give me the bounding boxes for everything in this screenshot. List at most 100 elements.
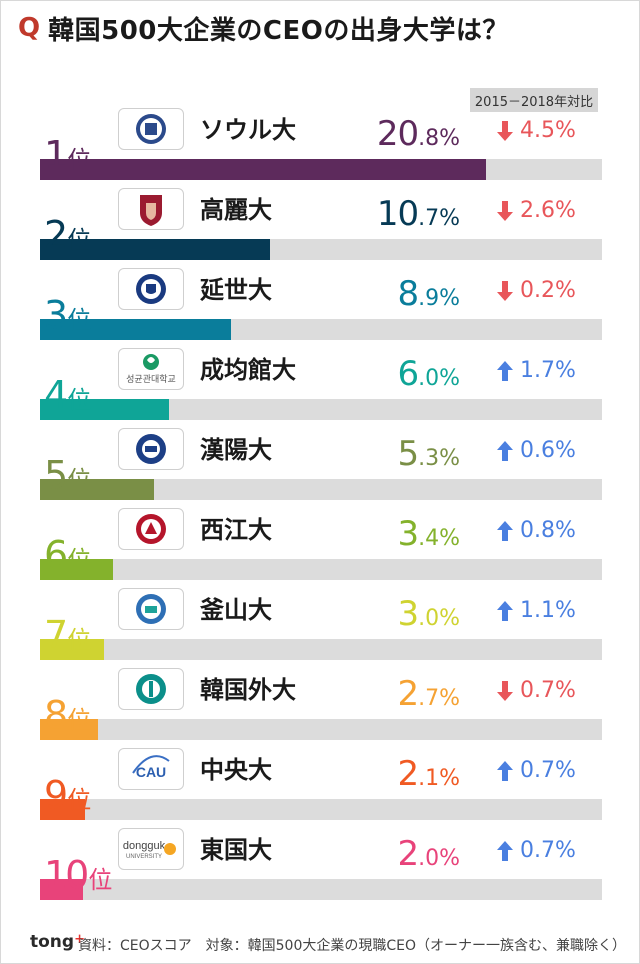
arrow-up-icon <box>497 360 513 381</box>
rank-number: 8 <box>44 693 68 737</box>
ranking-row: 7 位 釜山大 3.0% 1.1% <box>0 588 640 668</box>
logo-text: dongguk <box>123 840 166 852</box>
chart-title: Q 韓国500大企業のCEOの出身大学は？ <box>18 8 509 48</box>
footer: tong+ 資料：CEOスコア 対象：韓国500大企業の現職CEO（オーナー一族… <box>0 926 640 962</box>
bar-track <box>40 159 602 180</box>
rank-suffix: 位 <box>67 706 92 734</box>
rank-suffix: 位 <box>67 306 92 334</box>
university-name: 高麗大 <box>200 196 272 224</box>
university-name: 韓国外大 <box>200 676 296 704</box>
change-indicator: 0.6% <box>496 438 576 463</box>
bar-track <box>40 799 602 820</box>
pusan-national-university-logo-icon <box>136 594 166 624</box>
change-value: 0.7% <box>520 758 576 783</box>
bar-track <box>40 639 602 660</box>
ranking-row: 3 位 延世大 8.9% 0.2% <box>0 268 640 348</box>
university-logo <box>118 268 184 310</box>
rank-suffix: 位 <box>67 546 92 574</box>
hufs-logo-icon <box>136 674 166 704</box>
bar-track <box>40 559 602 580</box>
arrow-up-icon <box>497 520 513 541</box>
arrow-up-icon <box>497 760 513 781</box>
title-text: 韓国500大企業のCEOの出身大学は？ <box>48 15 509 46</box>
percentage-label: 2.1% <box>397 754 460 794</box>
hanyang-university-logo-icon <box>136 434 166 464</box>
rank-suffix: 位 <box>67 146 92 174</box>
university-name: 成均館大 <box>200 356 296 384</box>
change-indicator: 2.6% <box>496 198 576 223</box>
bar-track <box>40 399 602 420</box>
change-value: 1.1% <box>520 598 576 623</box>
rank-number: 1 <box>44 133 68 177</box>
rank-suffix: 位 <box>67 626 92 654</box>
bar <box>40 559 113 580</box>
change-value: 2.6% <box>520 198 576 223</box>
change-value: 4.5% <box>520 118 576 143</box>
university-logo <box>118 668 184 710</box>
change-indicator: 0.8% <box>496 518 576 543</box>
brand-plus: + <box>74 932 85 947</box>
university-name: 中央大 <box>200 756 272 784</box>
source-note: 資料：CEOスコア 対象：韓国500大企業の現職CEO（オーナー一族含む、兼職除… <box>77 938 626 954</box>
change-indicator: 4.5% <box>496 118 576 143</box>
university-logo <box>118 588 184 630</box>
percentage-integer: 20 <box>376 114 419 154</box>
percentage-label: 2.0% <box>397 834 460 874</box>
comparison-header: 2015－2018年対比 <box>470 88 598 112</box>
percentage-integer: 8 <box>397 274 419 314</box>
percentage-integer: 10 <box>376 194 419 234</box>
university-logo <box>118 188 184 230</box>
change-indicator: 1.7% <box>496 358 576 383</box>
percentage-decimal: .4% <box>418 526 460 551</box>
percentage-label: 6.0% <box>397 354 460 394</box>
bar-track <box>40 239 602 260</box>
university-name: 釜山大 <box>200 596 272 624</box>
percentage-label: 10.7% <box>377 194 460 234</box>
bar <box>40 319 231 340</box>
university-logo <box>118 108 184 150</box>
brand-logo: tong+ <box>30 932 85 952</box>
dongguk-university-logo-icon: dongguk UNIVERSITY <box>123 840 176 860</box>
bar <box>40 719 98 740</box>
bar-track <box>40 479 602 500</box>
ranking-row: 1 位 ソウル大 20.8% 4.5% <box>0 108 640 188</box>
percentage-decimal: .7% <box>418 206 460 231</box>
rank-number: 7 <box>44 613 68 657</box>
university-name: 西江大 <box>200 516 272 544</box>
q-mark: Q <box>18 13 41 43</box>
university-name: ソウル大 <box>200 116 296 144</box>
sogang-university-logo-icon <box>136 514 166 544</box>
change-value: 0.7% <box>520 678 576 703</box>
percentage-integer: 5 <box>397 434 419 474</box>
rank-number: 3 <box>44 293 68 337</box>
rank-label: 10 位 <box>44 852 128 898</box>
percentage-label: 3.0% <box>397 594 460 634</box>
korea-university-logo-icon <box>140 195 162 226</box>
rank-suffix: 位 <box>67 386 92 414</box>
logo-text: UNIVERSITY <box>126 854 162 860</box>
percentage-decimal: .0% <box>418 606 460 631</box>
percentage-integer: 2 <box>397 674 419 714</box>
rank-number: 2 <box>44 213 68 257</box>
university-name: 東国大 <box>200 836 272 864</box>
rank-suffix: 位 <box>67 226 92 254</box>
percentage-label: 20.8% <box>377 114 460 154</box>
bar <box>40 239 270 260</box>
arrow-up-icon <box>497 840 513 861</box>
percentage-label: 2.7% <box>397 674 460 714</box>
change-indicator: 0.7% <box>496 678 576 703</box>
university-logo: 성균관대학교 <box>118 348 184 390</box>
percentage-decimal: .0% <box>418 846 460 871</box>
ranking-row: 6 位 西江大 3.4% 0.8% <box>0 508 640 588</box>
rank-suffix: 位 <box>67 466 92 494</box>
percentage-integer: 2 <box>397 834 419 874</box>
percentage-integer: 6 <box>397 354 419 394</box>
bar <box>40 799 85 820</box>
change-indicator: 0.7% <box>496 758 576 783</box>
ranking-row: 10 位 dongguk UNIVERSITY 東国大 2.0% 0.7% <box>0 828 640 908</box>
